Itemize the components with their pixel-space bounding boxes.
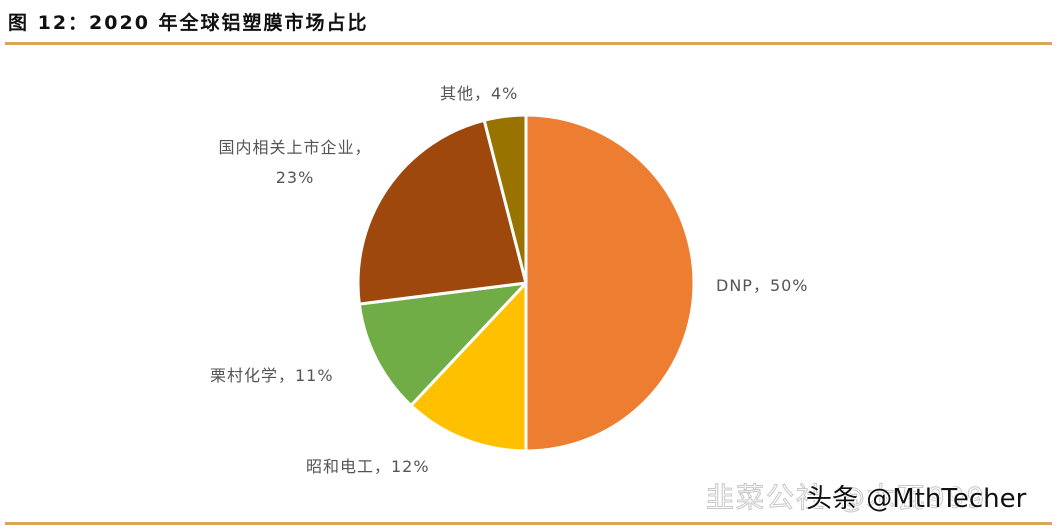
pie-slice-3: [356, 118, 528, 306]
figure-title: 图 12：2020 年全球铝塑膜市场占比: [8, 12, 369, 34]
pie-slice-0: [524, 113, 696, 453]
label-domestic: 国内相关上市企业，23%: [218, 138, 372, 187]
pie-slice-4: [482, 113, 528, 285]
label-yulchon: 栗村化学，11%: [210, 366, 334, 385]
watermark-ghost: 韭菜公社 @木瓦999: [705, 481, 987, 515]
watermark-main: 头条 @MthTecher: [806, 484, 1027, 514]
pie-slice-1: [409, 281, 528, 453]
top-divider: [5, 42, 1052, 45]
label-showa: 昭和电工，12%: [306, 457, 430, 476]
label-other: 其他，4%: [440, 84, 519, 103]
pie-slice-2: [357, 281, 528, 407]
label-dnp: DNP，50%: [716, 276, 809, 295]
pie-slices: [356, 113, 696, 453]
bottom-divider: [5, 522, 1052, 525]
